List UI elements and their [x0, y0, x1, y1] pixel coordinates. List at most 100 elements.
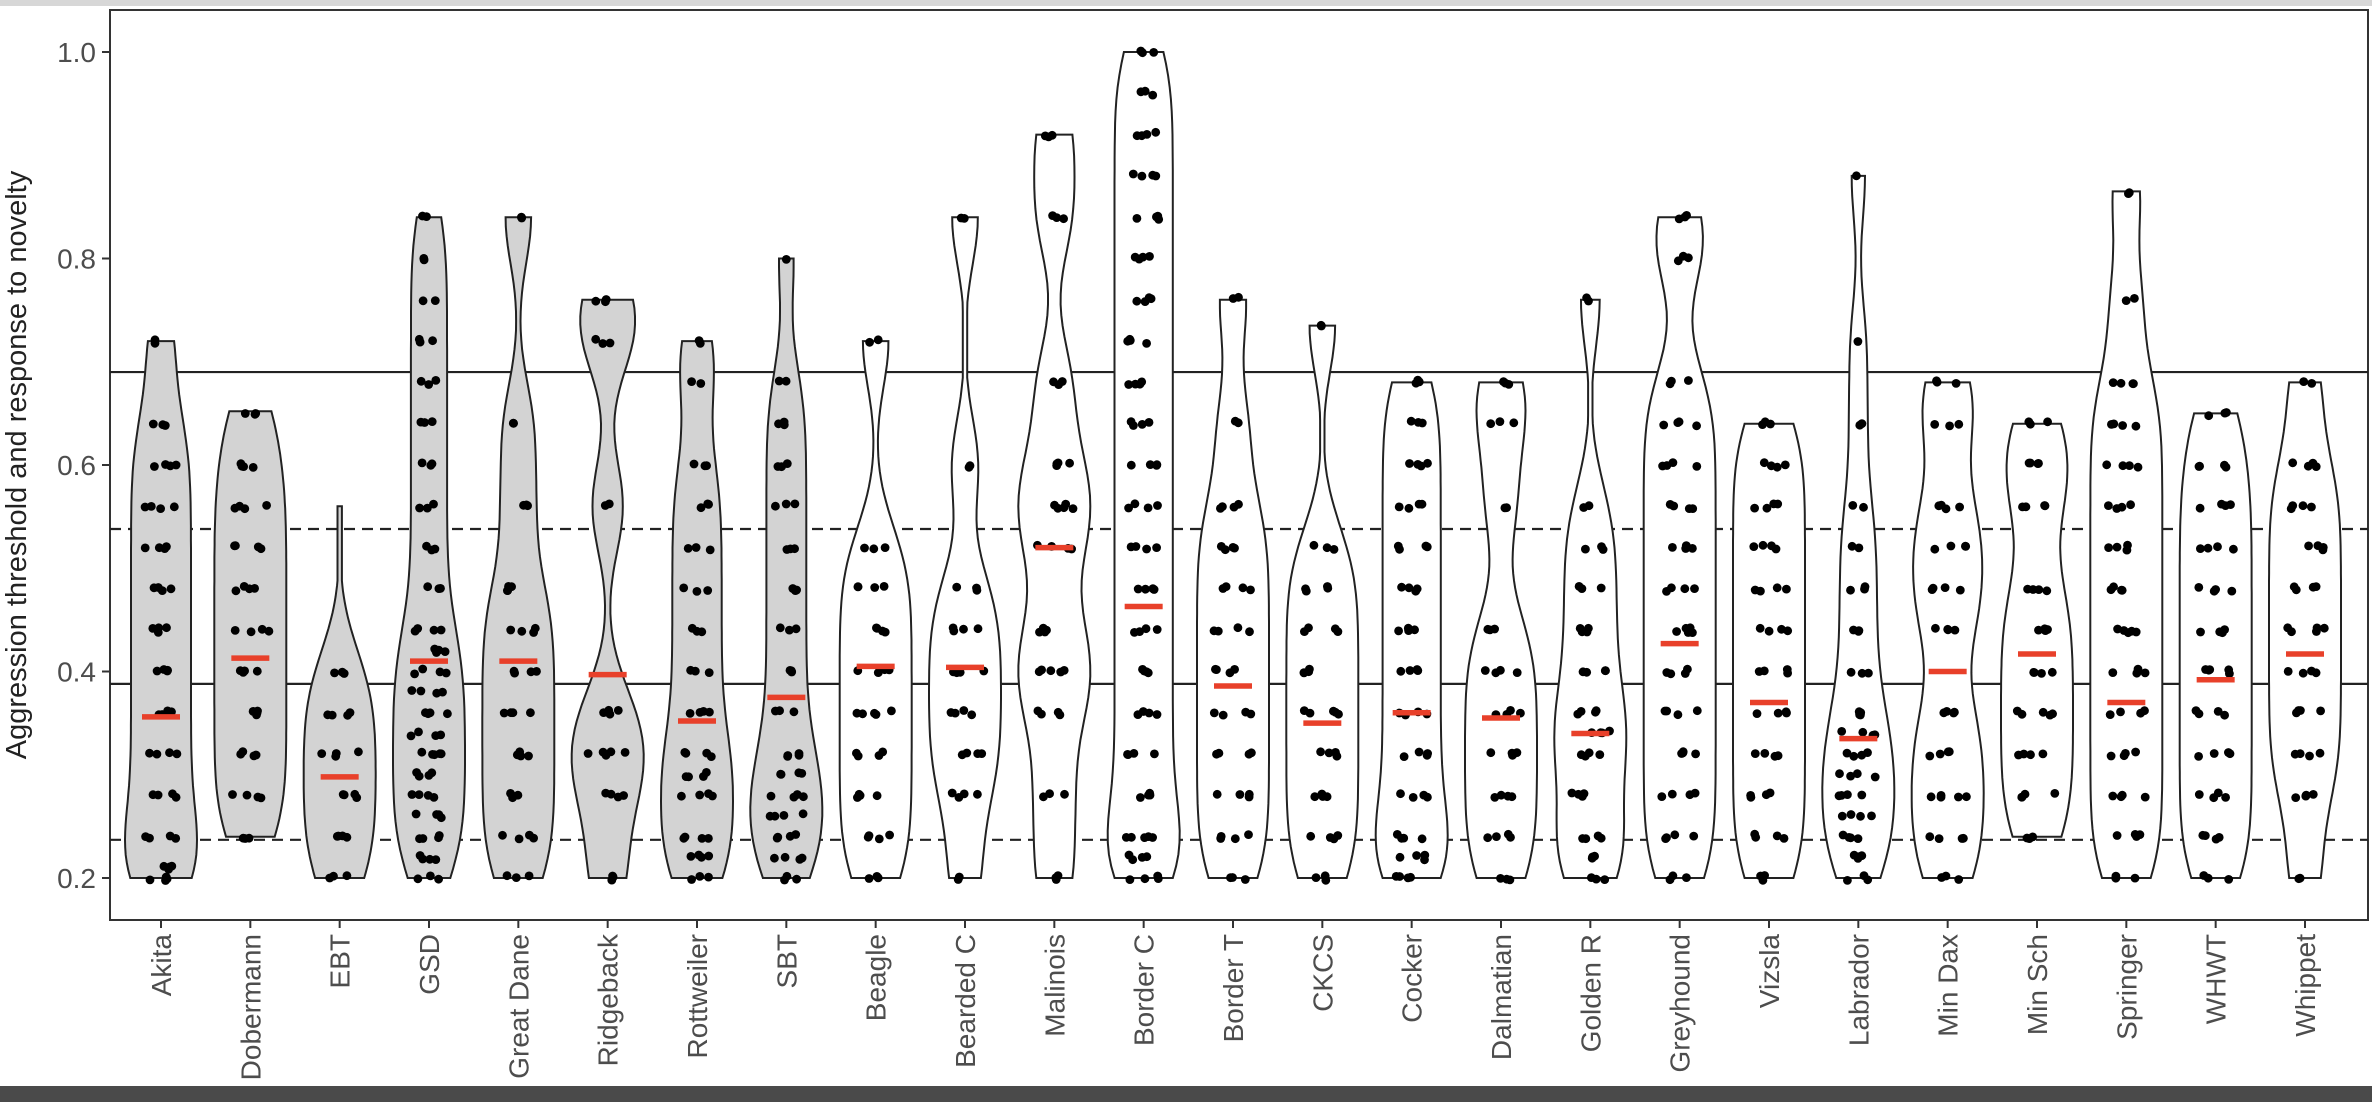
data-point — [797, 769, 807, 778]
data-point — [1136, 87, 1146, 97]
data-point — [2033, 459, 2043, 468]
data-point — [523, 501, 532, 511]
data-point — [236, 749, 246, 759]
data-point — [880, 627, 890, 637]
data-point — [1068, 504, 1078, 513]
x-tick-label-labrador: Labrador — [1843, 934, 1874, 1046]
data-point — [2108, 668, 2118, 677]
violin-group-border-c — [1106, 46, 1181, 884]
data-point — [2133, 462, 2143, 472]
data-point — [1939, 708, 1949, 718]
data-point — [434, 584, 444, 593]
data-point — [606, 747, 616, 757]
data-point — [1746, 791, 1755, 800]
data-point — [141, 832, 151, 841]
data-point — [1680, 584, 1690, 594]
data-point — [1852, 171, 1861, 181]
data-point — [526, 708, 535, 718]
data-point — [325, 873, 335, 883]
data-point — [238, 833, 248, 843]
data-point — [1046, 666, 1056, 676]
data-point — [2130, 294, 2139, 303]
x-tick-label-ckcs: CKCS — [1307, 934, 1338, 1012]
violin-group-bearded-c — [928, 213, 1002, 884]
violin-group-labrador — [1821, 171, 1896, 885]
data-point — [686, 665, 695, 675]
data-point — [873, 668, 883, 677]
data-point — [950, 708, 960, 718]
violins-layer — [123, 46, 2342, 885]
violin-group-ckcs — [1285, 320, 1360, 885]
data-point — [1853, 834, 1863, 843]
data-point — [783, 752, 792, 761]
data-point — [1136, 46, 1146, 56]
data-point — [434, 645, 444, 655]
data-point — [171, 460, 181, 470]
data-point — [1780, 460, 1790, 470]
data-point — [2116, 378, 2126, 388]
data-point — [613, 792, 623, 802]
data-point — [2291, 585, 2301, 595]
data-point — [506, 708, 516, 718]
data-point — [438, 687, 447, 697]
data-point — [2308, 458, 2318, 468]
data-point — [2116, 707, 2125, 717]
data-point — [1668, 543, 1677, 552]
data-point — [250, 584, 259, 593]
data-point — [1044, 132, 1053, 142]
data-point — [1759, 666, 1769, 676]
data-point — [425, 854, 435, 864]
data-point — [157, 586, 167, 595]
data-point — [860, 543, 869, 553]
data-point — [2136, 708, 2146, 718]
data-point — [2020, 789, 2030, 799]
data-point — [1145, 460, 1155, 469]
data-point — [436, 625, 446, 635]
data-point — [1689, 831, 1699, 841]
data-point — [965, 461, 975, 471]
violin-whippet — [2268, 381, 2342, 879]
data-point — [702, 748, 712, 758]
data-point — [2301, 791, 2311, 801]
data-point — [2227, 586, 2237, 596]
data-point — [426, 460, 436, 470]
data-point — [1582, 667, 1592, 677]
data-point — [863, 832, 873, 842]
data-point — [504, 582, 513, 591]
data-point — [414, 771, 424, 781]
data-point — [2213, 542, 2222, 552]
data-point — [1512, 748, 1522, 757]
data-point — [1680, 669, 1690, 678]
data-point — [2105, 710, 2115, 719]
data-point — [416, 376, 426, 386]
data-point — [1856, 710, 1865, 720]
data-point — [864, 874, 874, 883]
data-point — [2204, 411, 2214, 421]
data-point — [2222, 408, 2231, 417]
data-point — [959, 624, 968, 634]
data-point — [2040, 624, 2050, 634]
data-point — [163, 665, 173, 675]
data-point — [785, 625, 794, 635]
data-point — [165, 831, 175, 841]
data-point — [2130, 873, 2140, 883]
data-point — [1414, 747, 1424, 757]
violin-group-whippet — [2268, 377, 2342, 884]
data-point — [702, 768, 711, 777]
data-point — [1299, 706, 1309, 715]
data-point — [1935, 749, 1945, 759]
data-point — [1854, 543, 1864, 553]
data-point — [1857, 790, 1867, 800]
data-point — [2209, 793, 2219, 803]
data-point — [1662, 587, 1671, 596]
data-point — [1216, 834, 1226, 843]
data-point — [1153, 501, 1162, 510]
data-point — [2319, 623, 2329, 633]
data-point — [235, 666, 245, 676]
data-point — [1137, 853, 1147, 862]
data-point — [1835, 769, 1844, 779]
data-point — [1950, 625, 1960, 635]
data-point — [687, 377, 696, 386]
x-tick-label-beagle: Beagle — [861, 934, 892, 1021]
data-point — [2028, 585, 2038, 594]
